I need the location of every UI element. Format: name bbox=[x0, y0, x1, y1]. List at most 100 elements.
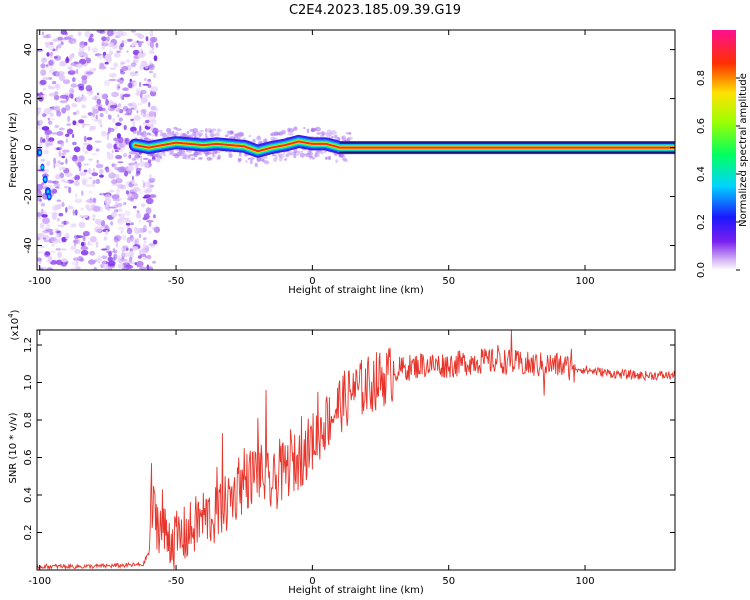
noise-speck bbox=[149, 194, 157, 199]
noise-speck bbox=[95, 258, 103, 262]
noise-speck bbox=[113, 236, 119, 243]
noise-speck bbox=[106, 143, 113, 149]
noise-speck bbox=[99, 168, 104, 175]
noise-speck bbox=[47, 59, 55, 67]
halo-speck bbox=[206, 156, 212, 161]
x-tick-label: 50 bbox=[442, 276, 455, 287]
noise-speck bbox=[119, 213, 125, 219]
noise-speck bbox=[37, 264, 40, 268]
noise-speck bbox=[108, 267, 112, 270]
noise-speck bbox=[57, 160, 61, 164]
noise-speck bbox=[112, 117, 116, 123]
noise-speck bbox=[148, 49, 155, 55]
noise-speck bbox=[85, 204, 90, 209]
noise-speck bbox=[96, 92, 100, 96]
noise-speck bbox=[77, 239, 81, 245]
noise-speck bbox=[152, 239, 158, 245]
noise-speck bbox=[110, 129, 114, 132]
noise-speck bbox=[72, 120, 77, 126]
noise-speck bbox=[52, 81, 57, 85]
halo-speck bbox=[252, 138, 256, 143]
halo-speck bbox=[158, 129, 163, 133]
halo-speck bbox=[172, 130, 175, 135]
noise-speck bbox=[58, 212, 64, 217]
noise-speck bbox=[144, 77, 147, 82]
noise-speck bbox=[45, 228, 54, 232]
noise-speck bbox=[78, 156, 85, 162]
noise-speck bbox=[120, 42, 125, 48]
halo-speck bbox=[272, 154, 276, 157]
snr-y-ticks: 0.2 0.4 0.6 0.8 1.0 1.2 bbox=[23, 337, 675, 540]
noise-speck bbox=[145, 36, 149, 42]
noise-speck bbox=[68, 34, 74, 38]
noise-speck bbox=[92, 205, 101, 212]
noise-speck bbox=[97, 254, 101, 261]
signal-blob-core bbox=[41, 165, 44, 169]
noise-speck bbox=[120, 230, 124, 234]
noise-speck bbox=[97, 106, 103, 112]
noise-speck bbox=[115, 241, 119, 248]
halo-speck bbox=[303, 153, 309, 156]
noise-speck bbox=[143, 189, 149, 194]
noise-speck bbox=[132, 119, 136, 127]
halo-speck bbox=[284, 158, 288, 161]
noise-speck bbox=[127, 191, 135, 198]
noise-speck bbox=[56, 234, 60, 238]
noise-speck bbox=[42, 113, 47, 117]
noise-speck bbox=[53, 157, 57, 165]
noise-speck bbox=[65, 104, 71, 111]
noise-speck bbox=[55, 84, 60, 89]
halo-speck bbox=[256, 157, 261, 163]
noise-speck bbox=[48, 118, 51, 125]
noise-speck bbox=[117, 161, 124, 164]
noise-speck bbox=[37, 92, 40, 97]
noise-speck bbox=[103, 236, 108, 241]
noise-speck bbox=[41, 213, 48, 218]
noise-speck bbox=[137, 41, 142, 48]
noise-speck bbox=[53, 56, 58, 59]
noise-speck bbox=[111, 149, 114, 154]
halo-speck bbox=[308, 150, 312, 154]
noise-speck bbox=[81, 121, 85, 129]
signal-blob-core bbox=[46, 189, 50, 194]
noise-speck bbox=[142, 181, 146, 189]
noise-speck bbox=[74, 198, 83, 203]
noise-speck bbox=[116, 30, 124, 37]
halo-speck bbox=[146, 132, 151, 136]
noise-speck bbox=[92, 218, 95, 221]
halo-speck bbox=[345, 132, 351, 135]
noise-speck bbox=[81, 115, 88, 119]
noise-speck bbox=[105, 166, 110, 173]
halo-speck bbox=[177, 150, 184, 156]
noise-speck bbox=[37, 233, 45, 238]
noise-speck bbox=[139, 81, 142, 88]
noise-speck bbox=[68, 186, 72, 194]
colorbar-tick-label: 0.6 bbox=[696, 118, 707, 134]
noise-speck bbox=[114, 234, 122, 241]
halo-speck bbox=[287, 127, 291, 133]
halo-speck bbox=[287, 132, 294, 136]
noise-speck bbox=[74, 209, 78, 216]
noise-speck bbox=[119, 197, 123, 200]
noise-speck bbox=[74, 176, 77, 181]
noise-speck bbox=[93, 108, 100, 114]
noise-speck bbox=[38, 245, 46, 248]
noise-speck bbox=[107, 42, 115, 48]
noise-speck bbox=[118, 213, 121, 217]
noise-speck bbox=[80, 241, 85, 247]
noise-speck bbox=[88, 158, 93, 161]
noise-speck bbox=[113, 62, 119, 68]
noise-speck bbox=[114, 52, 121, 58]
noise-speck bbox=[104, 61, 109, 65]
snr-x-ticks: -100 -50 0 50 100 bbox=[28, 330, 595, 587]
halo-speck bbox=[151, 158, 155, 161]
noise-speck bbox=[77, 161, 82, 168]
halo-speck bbox=[226, 130, 233, 134]
noise-speck bbox=[86, 144, 93, 151]
noise-speck bbox=[106, 153, 114, 160]
noise-speck bbox=[128, 250, 135, 258]
noise-speck bbox=[127, 170, 132, 174]
noise-speck bbox=[133, 192, 139, 200]
noise-speck bbox=[125, 190, 129, 195]
noise-speck bbox=[59, 100, 68, 104]
